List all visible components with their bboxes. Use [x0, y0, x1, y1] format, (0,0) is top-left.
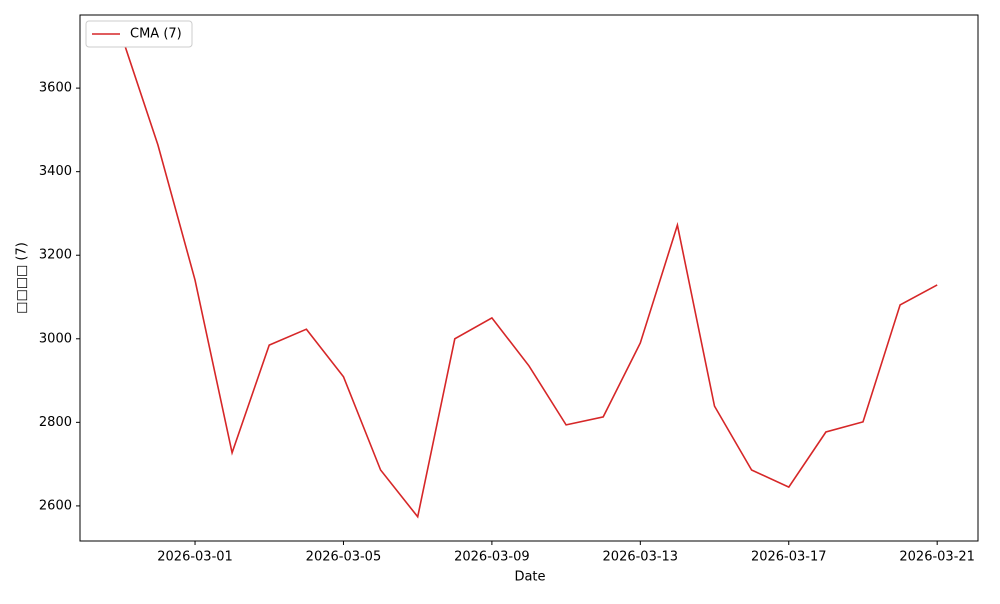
y-axis-label: □□□□ (7)	[15, 242, 30, 314]
y-tick-label: 2800	[39, 415, 72, 430]
x-tick-label: 2026-03-05	[306, 550, 382, 565]
x-tick-label: 2026-03-09	[454, 550, 530, 565]
x-axis-label: Date	[514, 570, 545, 585]
y-tick-label: 3400	[39, 164, 72, 179]
y-tick-label: 2600	[39, 498, 72, 513]
x-tick-label: 2026-03-01	[157, 550, 233, 565]
y-tick-label: 3200	[39, 248, 72, 263]
y-tick-label: 3000	[39, 331, 72, 346]
y-tick-label: 3600	[39, 81, 72, 96]
axes-frame	[79, 14, 979, 542]
x-tick-label: 2026-03-17	[751, 550, 827, 565]
data-line	[120, 33, 938, 519]
legend-box	[85, 20, 193, 48]
x-tick-label: 2026-03-21	[899, 550, 975, 565]
legend-label: CMA (7)	[130, 27, 182, 42]
x-tick-label: 2026-03-13	[603, 550, 679, 565]
